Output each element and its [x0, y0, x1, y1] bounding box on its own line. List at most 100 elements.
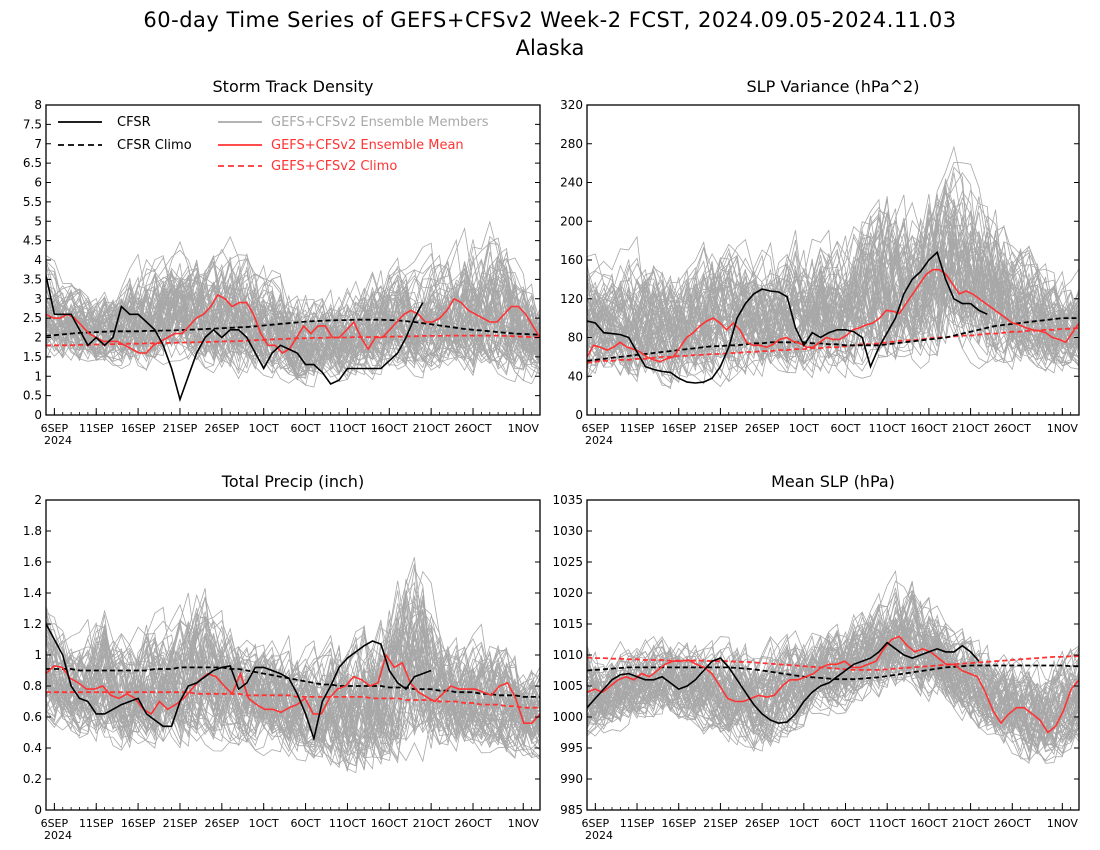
- chart-panel-2: SLP Variance (hPa^2) 0 40 80 120 160 200 240 280…: [560, 77, 1080, 447]
- y-tick-label: 6: [34, 176, 42, 190]
- x-tick-label: 26SEP: [205, 817, 240, 830]
- y-tick-label: 280: [560, 137, 583, 151]
- y-tick-label: 1.8: [23, 524, 42, 538]
- y-tick-label: 985: [560, 803, 583, 817]
- y-tick-label: 7: [34, 137, 42, 151]
- ensemble-member-line: [46, 258, 540, 380]
- x-tick-label: 16OCT: [910, 817, 947, 830]
- legend-label: CFSR: [117, 115, 151, 130]
- x-tick-label: 1NOV: [1047, 422, 1079, 435]
- ensemble-member-line: [46, 622, 540, 767]
- x-tick-label: 16OCT: [371, 422, 408, 435]
- ensemble-member-line: [587, 606, 1079, 740]
- x-tick-label: 6OCT: [291, 817, 321, 830]
- series-line-cfsr-climo: [46, 666, 540, 698]
- ensemble-member-line: [587, 617, 1079, 743]
- x-tick-label: 6SEP: [582, 817, 610, 830]
- figure-subtitle: Alaska: [516, 36, 585, 60]
- panel-title: Total Precip (inch): [221, 472, 364, 491]
- chart-panel-4: Mean SLP (hPa) 985 990 995 1000 1005 1010 1015 1…: [552, 472, 1080, 842]
- y-tick-label: 1035: [552, 493, 583, 507]
- legend-label: GEFS+CFSv2 Ensemble Mean: [271, 138, 464, 153]
- series-line-gefs-cfsv2-climo: [46, 691, 540, 709]
- x-tick-label: 6OCT: [830, 817, 860, 830]
- ensemble-member-line: [587, 614, 1079, 749]
- legend-label: GEFS+CFSv2 Climo: [271, 159, 397, 174]
- y-tick-label: 0.5: [23, 389, 42, 403]
- y-tick-label: 7.5: [23, 117, 42, 131]
- series-line-cfsr-climo: [587, 317, 1079, 362]
- panel-title: Mean SLP (hPa): [771, 472, 895, 491]
- y-tick-label: 1015: [552, 617, 583, 631]
- x-tick-label: 6SEP: [582, 422, 610, 435]
- x-year-label: 2024: [585, 829, 613, 842]
- ensemble-member-line: [587, 613, 1079, 743]
- y-tick-label: 1: [34, 648, 42, 662]
- x-tick-label: 11SEP: [620, 422, 655, 435]
- ensemble-member-line: [46, 644, 540, 763]
- x-tick-label: 26OCT: [454, 817, 491, 830]
- ensemble-members: [587, 145, 1079, 390]
- panel-title: SLP Variance (hPa^2): [747, 77, 920, 96]
- ensemble-member-line: [587, 629, 1079, 760]
- ensemble-member-line: [587, 198, 1079, 364]
- x-tick-label: 11OCT: [869, 817, 906, 830]
- y-tick-label: 995: [560, 741, 583, 755]
- x-tick-label: 11SEP: [79, 422, 114, 435]
- y-tick-label: 0.2: [23, 772, 42, 786]
- y-tick-label: 3: [34, 292, 42, 306]
- series-group: [587, 250, 1079, 384]
- ensemble-member-line: [46, 255, 540, 385]
- ensemble-member-line: [46, 567, 540, 759]
- x-tick-label: 26OCT: [994, 817, 1031, 830]
- x-tick-label: 1OCT: [249, 422, 279, 435]
- series-line-gefs-cfsv2-ensemble-mean: [587, 268, 1079, 363]
- x-tick-label: 21SEP: [703, 817, 738, 830]
- y-tick-label: 1020: [552, 586, 583, 600]
- y-tick-label: 1005: [552, 679, 583, 693]
- x-tick-label: 21SEP: [163, 422, 198, 435]
- y-tick-label: 1.4: [23, 586, 42, 600]
- ensemble-member-line: [587, 631, 1079, 745]
- ensemble-member-line: [587, 629, 1079, 749]
- y-tick-label: 0: [34, 803, 42, 817]
- legend: CFSR CFSR Climo GEFS+CFSv2 Ensemble Member…: [58, 115, 489, 174]
- y-tick-label: 1.5: [23, 350, 42, 364]
- series-line-cfsr: [46, 275, 424, 403]
- ensemble-member-line: [46, 277, 540, 388]
- ensemble-member-line: [46, 257, 540, 377]
- ensemble-member-line: [587, 621, 1079, 733]
- series-line-cfsr: [587, 641, 980, 725]
- ensemble-member-line: [587, 624, 1079, 747]
- series-line-gefs-cfsv2-climo: [587, 326, 1079, 364]
- ensemble-member-line: [46, 592, 540, 747]
- y-tick-label: 1010: [552, 648, 583, 662]
- x-tick-label: 21OCT: [952, 817, 989, 830]
- y-tick-label: 4: [34, 253, 42, 267]
- ensemble-member-line: [587, 217, 1079, 371]
- x-tick-label: 1NOV: [1047, 817, 1079, 830]
- x-year-label: 2024: [44, 434, 72, 447]
- x-tick-label: 16SEP: [121, 817, 156, 830]
- ensemble-member-line: [587, 226, 1079, 368]
- ensemble-member-line: [587, 171, 1079, 361]
- series-group: [46, 623, 540, 742]
- y-tick-label: 240: [560, 176, 583, 190]
- x-year-label: 2024: [44, 829, 72, 842]
- series-group: [46, 275, 540, 403]
- ensemble-member-line: [587, 230, 1079, 367]
- x-tick-label: 26OCT: [994, 422, 1031, 435]
- x-tick-label: 11SEP: [79, 817, 114, 830]
- ensemble-member-line: [46, 607, 540, 743]
- y-tick-label: 1000: [552, 710, 583, 724]
- ensemble-member-line: [46, 596, 540, 767]
- y-tick-label: 2: [34, 493, 42, 507]
- x-tick-label: 6OCT: [830, 422, 860, 435]
- ensemble-member-line: [587, 204, 1079, 383]
- y-tick-label: 8: [34, 98, 42, 112]
- ensemble-member-line: [587, 597, 1079, 761]
- panel-title: Storm Track Density: [213, 77, 374, 96]
- ensemble-member-line: [587, 603, 1079, 747]
- series-line-gefs-cfsv2-climo: [587, 655, 1079, 671]
